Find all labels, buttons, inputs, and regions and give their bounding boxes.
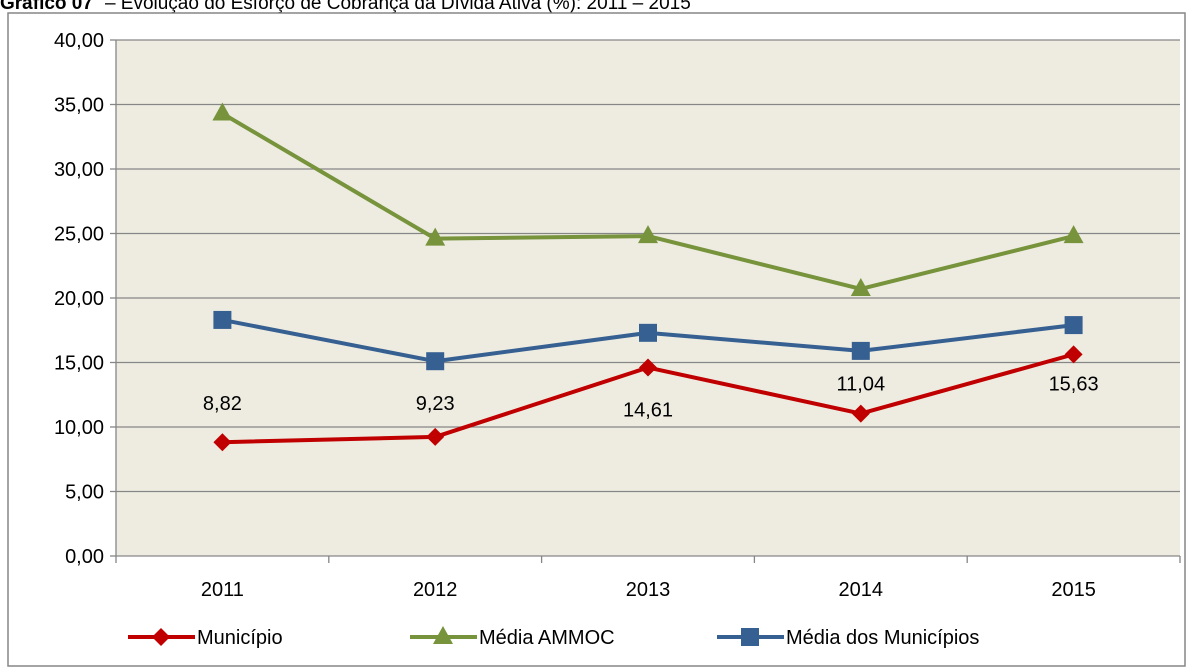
data-point bbox=[638, 225, 658, 244]
legend-marker bbox=[152, 628, 170, 646]
legend-label: Média dos Municípios bbox=[786, 627, 979, 649]
y-tick-label: 10,00 bbox=[54, 417, 104, 439]
data-point bbox=[851, 404, 870, 423]
x-tick-label: 2012 bbox=[413, 579, 458, 601]
y-tick-label: 0,00 bbox=[65, 546, 104, 568]
data-point bbox=[213, 310, 232, 329]
data-point bbox=[850, 277, 871, 296]
data-point bbox=[213, 433, 232, 452]
data-point bbox=[426, 427, 445, 446]
data-point bbox=[851, 341, 870, 360]
legend-marker bbox=[433, 626, 453, 644]
legend-label: Município bbox=[197, 627, 283, 649]
chart-title: Gráfico 07 – Evolução do Esforço de Cobra… bbox=[0, 0, 691, 14]
legend-label: Média AMMOC bbox=[479, 627, 615, 649]
x-tick-label: 2014 bbox=[839, 579, 884, 601]
y-tick-label: 40,00 bbox=[54, 30, 104, 52]
x-tick-label: 2015 bbox=[1051, 579, 1096, 601]
y-tick-label: 15,00 bbox=[54, 353, 104, 375]
data-label: 15,63 bbox=[1049, 373, 1099, 395]
data-label: 11,04 bbox=[837, 374, 886, 396]
data-label: 8,82 bbox=[203, 393, 242, 415]
x-tick-label: 2013 bbox=[626, 579, 671, 601]
legend-marker bbox=[741, 628, 759, 646]
data-point bbox=[426, 352, 445, 371]
chart-frame bbox=[7, 12, 1186, 667]
y-tick-label: 5,00 bbox=[65, 482, 104, 504]
title-text: – Evolução do Esforço de Cobrança da Dív… bbox=[105, 0, 691, 14]
data-point bbox=[1064, 316, 1083, 335]
y-tick-label: 25,00 bbox=[54, 224, 104, 246]
data-point bbox=[639, 323, 657, 342]
x-tick-label: 2011 bbox=[201, 579, 244, 601]
title-label: Gráfico 07 bbox=[0, 0, 93, 14]
y-tick-label: 35,00 bbox=[54, 95, 104, 117]
data-point bbox=[1063, 225, 1084, 244]
data-point bbox=[1064, 345, 1083, 364]
y-tick-label: 30,00 bbox=[54, 159, 104, 181]
data-label: 14,61 bbox=[623, 400, 673, 422]
data-point bbox=[212, 102, 233, 121]
y-tick-label: 20,00 bbox=[54, 288, 104, 310]
data-label: 9,23 bbox=[416, 393, 455, 415]
data-point bbox=[425, 227, 446, 246]
data-point bbox=[639, 358, 657, 377]
